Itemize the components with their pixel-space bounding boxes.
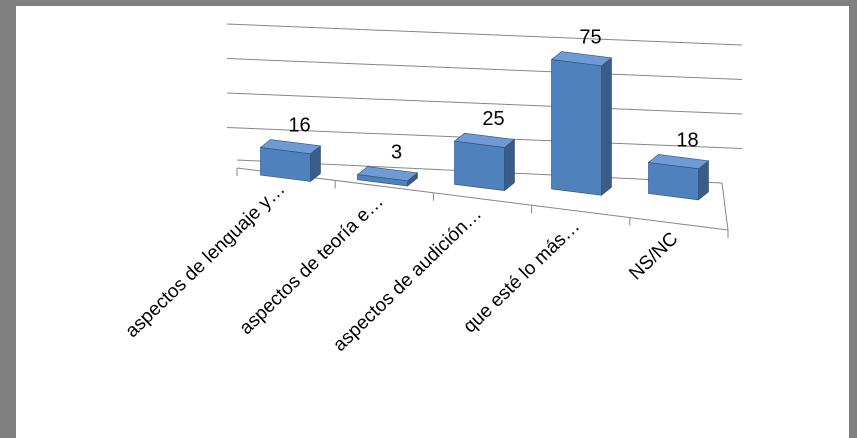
gridline: [226, 58, 743, 80]
bar-front-face: [648, 162, 699, 201]
bar: [453, 132, 516, 192]
bar: [647, 154, 710, 201]
bar: [356, 166, 419, 187]
category-tick-label: NS/NC: [625, 228, 682, 284]
floor-side-edge: [721, 182, 729, 231]
bar-side-face: [601, 57, 612, 196]
category-tick-labels: aspectos de lenguaje y…aspectos de teorí…: [121, 179, 682, 356]
bars: [259, 51, 710, 201]
data-label: 3: [391, 142, 402, 164]
data-label: 25: [482, 108, 504, 130]
bar-front-face: [260, 147, 311, 182]
bar: [259, 139, 322, 183]
gridline: [226, 23, 743, 46]
data-labels: 16 3 25 75 18: [288, 27, 698, 164]
x-axis: [236, 167, 729, 238]
data-label: 75: [579, 27, 601, 49]
category-tick-label: que esté lo más…: [459, 216, 584, 337]
bar-front-face: [357, 174, 408, 187]
data-label: 18: [676, 129, 698, 151]
bar-front-face: [454, 140, 505, 191]
bar-side-face: [504, 138, 515, 192]
data-label: 16: [288, 115, 310, 137]
gridline: [226, 92, 743, 115]
bar: [550, 51, 613, 196]
bar-front-face: [551, 59, 602, 196]
category-axis-line: [236, 167, 729, 231]
